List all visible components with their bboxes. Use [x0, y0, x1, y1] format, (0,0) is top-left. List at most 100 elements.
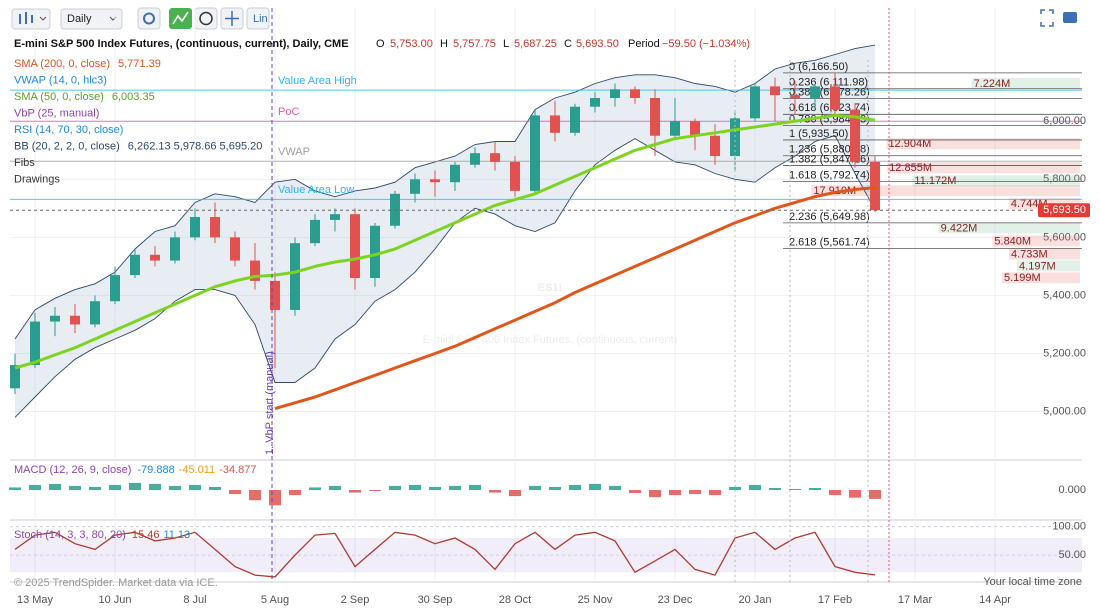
legend-name: Fibs: [14, 157, 35, 169]
bb-fill: [15, 45, 875, 418]
legend-name: Drawings: [14, 173, 60, 185]
icon: [19, 12, 33, 24]
candle-body: [170, 237, 180, 261]
indicator-value: 11.13: [163, 529, 190, 541]
volume-profile-bar: [938, 222, 1080, 234]
x-tick-label: 10 Jun: [98, 594, 131, 606]
candle-body: [630, 89, 640, 98]
macd-histogram-bar: [829, 490, 841, 496]
watermark-name: E-mini S&P 500 Index Futures, (continuou…: [423, 334, 678, 346]
fullscreen-button[interactable]: [1040, 9, 1054, 27]
indicator-value: -79.888: [137, 464, 174, 476]
candle-body: [730, 118, 740, 157]
icon: [225, 11, 239, 26]
ohlc-value: 5,693.50: [576, 38, 619, 50]
macd-histogram-bar: [689, 490, 701, 495]
candle-body: [350, 214, 360, 278]
legend-value: 5,771.39: [118, 58, 161, 70]
ohlc-value: 5,753.00: [390, 38, 433, 50]
candle-body: [790, 95, 800, 98]
volume-profile-label: 12.855M: [889, 162, 932, 174]
candle-body: [410, 179, 420, 194]
candle-body: [470, 153, 480, 165]
level-label: Value Area Low: [278, 184, 354, 196]
period-label: Period: [628, 38, 660, 50]
volume-profile-bar: [1002, 272, 1080, 284]
ohlc-label: H: [440, 38, 448, 50]
macd-histogram-bar: [129, 482, 141, 490]
macd-histogram-bar: [529, 485, 541, 490]
volume-profile-bar: [887, 162, 1080, 174]
indicator-value: 15.46: [132, 529, 160, 541]
clock-button[interactable]: [194, 7, 218, 30]
candle-body: [810, 86, 820, 98]
candle-body: [830, 86, 840, 110]
x-tick-label: 14 Apr: [979, 594, 1011, 606]
snapshot-button[interactable]: [1063, 12, 1077, 23]
settings-button[interactable]: [137, 7, 161, 30]
candle-body: [770, 86, 780, 96]
y-tick-label: 5,200.00: [1043, 347, 1086, 359]
scale-button[interactable]: [246, 7, 270, 30]
candle-body: [50, 315, 60, 322]
macd-histogram-bar: [389, 485, 401, 490]
macd-histogram-bar: [589, 483, 601, 490]
bb-line: [14, 44, 876, 340]
legend-name: SMA (200, 0, close): [14, 58, 110, 70]
candle-body: [330, 214, 340, 220]
macd-histogram-bar: [149, 483, 161, 490]
vbp-start-label: 1. VbP start (manual): [264, 351, 276, 455]
macd-histogram-bar: [189, 484, 201, 490]
level-label: Value Area High: [278, 75, 357, 87]
candle-body: [150, 254, 160, 261]
fib-label: 0.382 (6,078.26): [789, 86, 870, 98]
scale: Lin: [253, 13, 268, 25]
candle-body: [10, 365, 20, 389]
fib-label: 1.618 (5,792.74): [789, 169, 870, 181]
volume-profile-label: 12.904M: [888, 138, 931, 150]
icon: [39, 16, 47, 21]
volume-profile-label: 4.197M: [1019, 260, 1056, 272]
bb-line: [14, 135, 876, 418]
fib-label: 1.382 (5,847.26): [789, 153, 870, 165]
x-tick-label: 8 Jul: [183, 594, 206, 606]
copyright: © 2025 TrendSpider. Market data via ICE.: [14, 577, 218, 589]
macd-histogram-bar: [69, 485, 81, 490]
legend-name: VWAP (14, 0, hlc3): [14, 74, 107, 86]
watermark-symbol: ES1!: [538, 282, 562, 294]
fib-label: 1.236 (5,880.98): [789, 144, 870, 156]
icon: [199, 11, 213, 26]
x-tick-label: 28 Oct: [499, 594, 531, 606]
fib-label: 0.618 (6,023.74): [789, 102, 870, 114]
candle-body: [690, 121, 700, 136]
macd-histogram-bar: [49, 483, 61, 490]
sma-line: [274, 186, 876, 411]
x-tick-label: 25 Nov: [578, 594, 613, 606]
x-tick-label: 13 May: [17, 594, 54, 606]
volume-profile-bar: [1017, 260, 1080, 272]
macd-histogram-bar: [669, 490, 681, 496]
candle-body: [370, 225, 380, 278]
interval-dropdown[interactable]: [60, 8, 123, 30]
candle-body: [250, 260, 260, 281]
candle-body: [510, 161, 520, 191]
candle-body: [850, 109, 860, 162]
candle-body: [30, 321, 40, 366]
indicator-value: -34.877: [219, 464, 256, 476]
indicator-value: -45.011: [179, 464, 216, 476]
macd-histogram-bar: [489, 490, 501, 493]
volume-profile-label: 5.840M: [994, 235, 1031, 247]
x-tick-label: 5 Aug: [261, 594, 289, 606]
macd-histogram-bar: [289, 490, 301, 496]
y-tick-label: 0.000: [1058, 484, 1086, 496]
indicator-name: Stoch (14, 3, 3, 80, 20): [14, 529, 126, 541]
interval: Daily: [67, 13, 92, 25]
legend-name: SMA (50, 0, close): [14, 91, 104, 103]
candle-body: [490, 153, 500, 162]
candle-body: [650, 98, 660, 136]
macd-histogram-bar: [349, 490, 361, 493]
candle-body: [190, 217, 200, 238]
candle-body: [550, 115, 560, 133]
candle-body: [610, 89, 620, 98]
ohlc-label: O: [376, 38, 385, 50]
